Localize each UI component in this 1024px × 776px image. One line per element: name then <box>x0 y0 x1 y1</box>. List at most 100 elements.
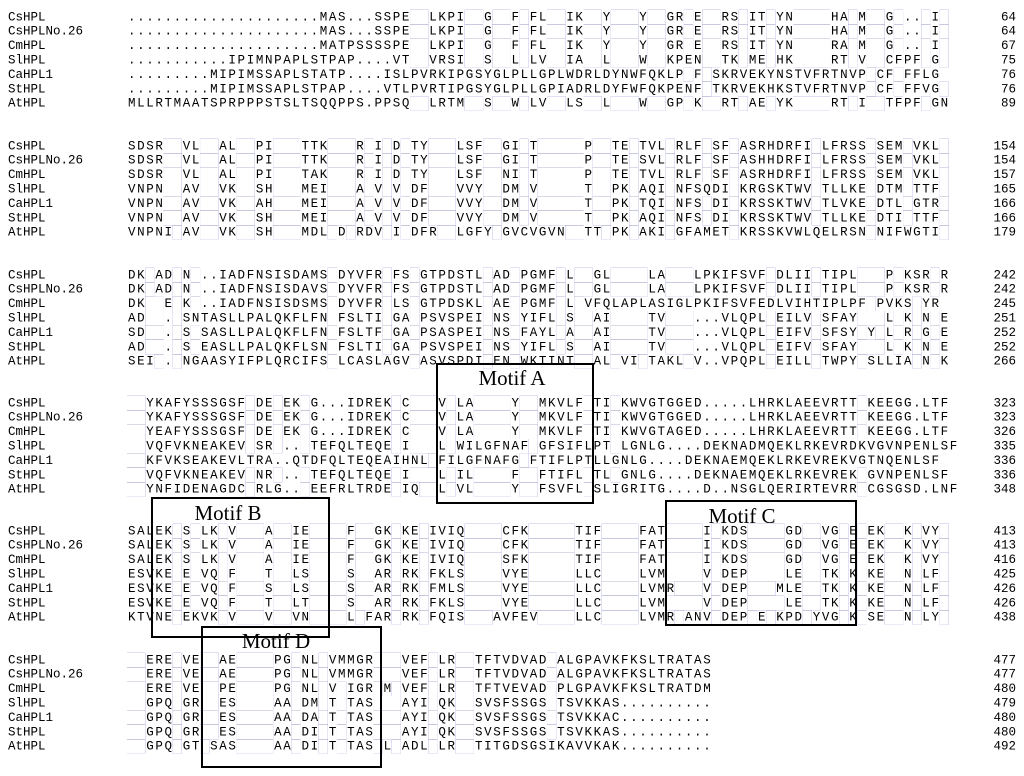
highlight <box>236 710 274 725</box>
position: 416 <box>993 553 1016 567</box>
highlight <box>665 538 703 553</box>
highlight <box>410 311 420 326</box>
highlight <box>537 138 584 154</box>
highlight <box>519 196 529 211</box>
highlight <box>318 724 328 740</box>
highlight <box>811 182 821 197</box>
highlight <box>912 538 922 553</box>
highlight <box>236 138 255 154</box>
highlight <box>446 467 456 483</box>
highlight <box>291 710 301 725</box>
highlight <box>419 567 429 582</box>
position: 64 <box>1001 10 1016 24</box>
highlight <box>839 581 849 596</box>
highlight <box>848 96 858 111</box>
highlight <box>601 538 639 553</box>
highlight <box>556 325 566 340</box>
highlight <box>419 538 429 553</box>
highlight <box>245 395 255 411</box>
highlight <box>930 325 940 340</box>
highlight <box>866 81 876 97</box>
highlight <box>364 182 374 197</box>
highlight <box>537 196 584 211</box>
highlight <box>601 610 639 625</box>
highlight <box>127 410 146 425</box>
sequence-name: SlHPL <box>8 53 46 67</box>
highlight <box>483 267 493 283</box>
highlight <box>528 567 575 582</box>
sequence: KLYEAFYSSSGSFLDEAEKQG...IDREKACHNLVFLAGF… <box>128 425 948 439</box>
highlight <box>172 552 182 567</box>
highlight <box>884 567 904 582</box>
highlight <box>309 552 347 567</box>
highlight <box>583 482 593 497</box>
position: 154 <box>993 139 1016 153</box>
highlight <box>236 610 264 625</box>
highlight <box>273 610 292 625</box>
highlight <box>127 710 146 725</box>
position: 242 <box>993 268 1016 282</box>
highlight <box>291 667 301 682</box>
highlight <box>583 410 593 425</box>
position: 348 <box>993 483 1016 497</box>
highlight <box>857 595 867 611</box>
highlight <box>190 325 201 340</box>
highlight <box>665 523 703 539</box>
highlight <box>127 739 146 754</box>
highlight <box>665 325 694 340</box>
highlight <box>556 267 566 283</box>
highlight <box>702 96 721 111</box>
highlight <box>172 523 182 539</box>
motif-box <box>151 497 330 638</box>
highlight <box>766 282 776 297</box>
highlight <box>428 696 438 711</box>
sequence-name: CaHPL1 <box>8 326 53 340</box>
highlight <box>464 552 502 567</box>
highlight <box>610 325 648 340</box>
highlight <box>519 53 529 68</box>
highlight <box>327 267 337 283</box>
highlight <box>273 523 292 539</box>
highlight <box>218 523 228 539</box>
highlight <box>893 267 904 283</box>
highlight <box>857 552 867 567</box>
highlight <box>702 9 721 25</box>
position: 252 <box>993 326 1016 340</box>
highlight <box>610 9 639 25</box>
highlight <box>245 482 255 497</box>
position: 266 <box>993 355 1016 369</box>
highlight <box>857 339 885 355</box>
highlight <box>903 196 913 211</box>
highlight <box>939 523 949 539</box>
highlight <box>546 96 566 111</box>
highlight <box>610 439 621 454</box>
highlight <box>245 424 255 439</box>
highlight <box>391 395 401 411</box>
highlight <box>400 167 411 182</box>
position: 154 <box>993 154 1016 168</box>
position: 336 <box>993 468 1016 482</box>
sequence: .........MIPIMSSAPLSTATP....ISLPVRKIPGSY… <box>128 68 939 82</box>
highlight <box>574 296 584 311</box>
highlight <box>218 567 228 582</box>
highlight <box>318 696 328 711</box>
highlight <box>419 581 429 596</box>
highlight <box>327 196 356 211</box>
highlight <box>455 681 474 696</box>
highlight <box>382 196 392 211</box>
highlight <box>811 167 821 182</box>
highlight <box>702 53 721 68</box>
highlight <box>391 681 401 696</box>
position: 76 <box>1001 68 1016 82</box>
sequence: SNGPQTGTPSASNKQCAAKDIVTLTASILVADLFLRYDTI… <box>128 740 711 754</box>
highlight <box>546 667 557 682</box>
highlight <box>556 311 566 326</box>
highlight <box>309 523 347 539</box>
highlight <box>200 667 219 682</box>
highlight <box>273 182 301 197</box>
highlight <box>665 210 675 226</box>
highlight <box>729 138 739 154</box>
highlight <box>592 210 611 226</box>
highlight <box>236 595 264 611</box>
highlight <box>610 467 621 483</box>
